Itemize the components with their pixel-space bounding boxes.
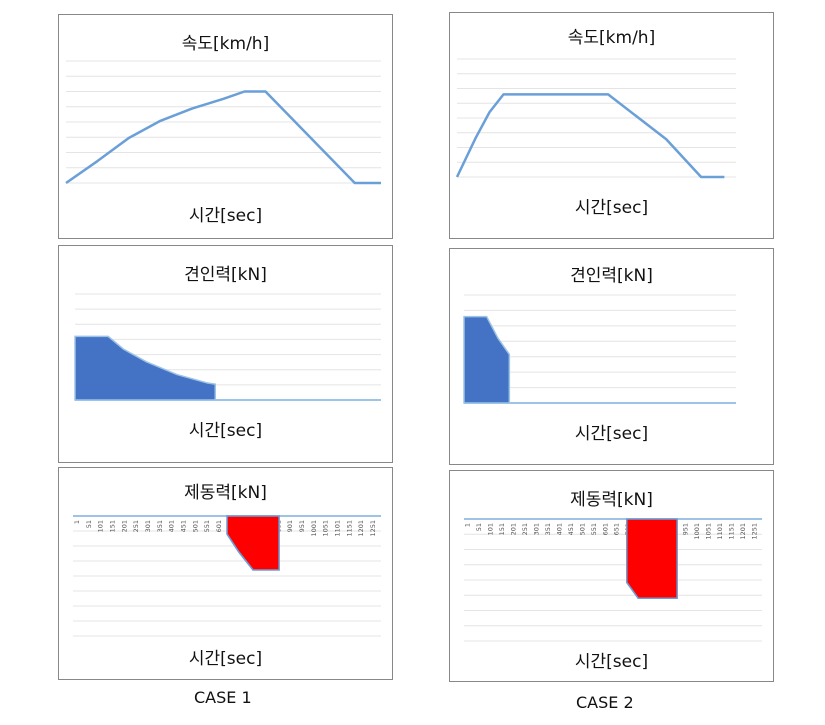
tick-label: 101	[487, 523, 495, 535]
chart-title: 견인력[kN]	[570, 266, 653, 286]
tick-label: 601	[601, 523, 609, 535]
case-label-1: CASE 1	[194, 688, 252, 707]
tick-label: 151	[108, 520, 116, 532]
chart-svg	[65, 60, 381, 185]
tick-label: 1001	[310, 520, 318, 537]
tick-label: 1	[464, 523, 472, 527]
chart-svg: 1511011512012513013514014515015516016517…	[73, 515, 381, 637]
tick-label: 651	[613, 523, 621, 535]
chart-svg	[463, 294, 736, 404]
tick-label: 351	[156, 520, 164, 532]
tick-label: 201	[510, 523, 518, 535]
tick-label: 151	[498, 523, 506, 535]
tick-label: 1201	[357, 520, 365, 537]
tick-label: 1101	[334, 520, 342, 537]
tick-label: 551	[590, 523, 598, 535]
x-axis-label: 시간[sec]	[188, 421, 263, 441]
chart-svg	[74, 293, 381, 401]
tick-label: 451	[180, 520, 188, 532]
chart-panel-c1-speed: 속도[km/h] 시간[sec]	[58, 14, 393, 239]
tick-label: 1251	[750, 523, 758, 540]
tick-label: 101	[97, 520, 105, 532]
chart-title: 제동력[kN]	[570, 490, 653, 510]
tick-label: 1151	[345, 520, 353, 537]
tick-label: 1251	[369, 520, 377, 537]
chart-panel-c2-traction: 견인력[kN] 시간[sec]	[449, 248, 774, 465]
x-axis-label: 시간[sec]	[188, 649, 263, 669]
area-series	[463, 315, 511, 404]
tick-label: 301	[144, 520, 152, 532]
series-edge	[626, 582, 678, 600]
tick-label: 1	[73, 520, 81, 524]
tick-label: 1001	[693, 523, 701, 540]
x-axis-label: 시간[sec]	[574, 652, 649, 672]
tick-label: 1101	[716, 523, 724, 540]
chart-title: 견인력[kN]	[184, 265, 267, 285]
chart-svg	[455, 58, 736, 179]
tick-label: 51	[85, 520, 93, 528]
x-axis-label: 시간[sec]	[574, 198, 649, 218]
chart-panel-c1-traction: 견인력[kN] 시간[sec]	[58, 245, 393, 463]
area-series	[226, 515, 280, 571]
area-series	[74, 335, 216, 401]
tick-label: 251	[132, 520, 140, 532]
tick-label: 951	[298, 520, 306, 532]
tick-label: 551	[203, 520, 211, 532]
tick-label: 251	[521, 523, 529, 535]
line-series	[65, 90, 381, 185]
tick-label: 1051	[322, 520, 330, 537]
tick-label: 51	[475, 523, 483, 531]
tick-label: 1051	[704, 523, 712, 540]
tick-label: 401	[555, 523, 563, 535]
case-label-2: CASE 2	[576, 693, 634, 712]
tick-label: 301	[533, 523, 541, 535]
tick-label: 901	[286, 520, 294, 532]
tick-label: 601	[215, 520, 223, 532]
tick-label: 351	[544, 523, 552, 535]
tick-label: 1201	[739, 523, 747, 540]
chart-svg: 1511011512012513013514014515015516016517…	[464, 518, 762, 642]
chart-panel-c1-brake: 제동력[kN] 1 51 101 151 201 251 301 351 401 451 501 55…	[58, 467, 393, 680]
chart-title: 제동력[kN]	[184, 483, 267, 503]
tick-label: 501	[578, 523, 586, 535]
chart-panel-c2-speed: 속도[km/h] 시간[sec]	[449, 12, 774, 239]
chart-title: 속도[km/h]	[567, 28, 656, 48]
x-axis-label: 시간[sec]	[188, 206, 263, 226]
tick-label: 201	[120, 520, 128, 532]
tick-label: 1151	[727, 523, 735, 540]
x-axis-label: 시간[sec]	[574, 424, 649, 444]
chart-title: 속도[km/h]	[181, 34, 270, 54]
series-edge	[226, 533, 254, 571]
tick-label: 401	[168, 520, 176, 532]
tick-label: 951	[682, 523, 690, 535]
tick-label: 501	[191, 520, 199, 532]
tick-label: 451	[567, 523, 575, 535]
line-series	[455, 93, 725, 179]
area-series	[626, 518, 678, 600]
chart-panel-c2-brake: 제동력[kN] 1 51 101 151 201 251 301 351 401 451 501 55…	[449, 470, 774, 682]
